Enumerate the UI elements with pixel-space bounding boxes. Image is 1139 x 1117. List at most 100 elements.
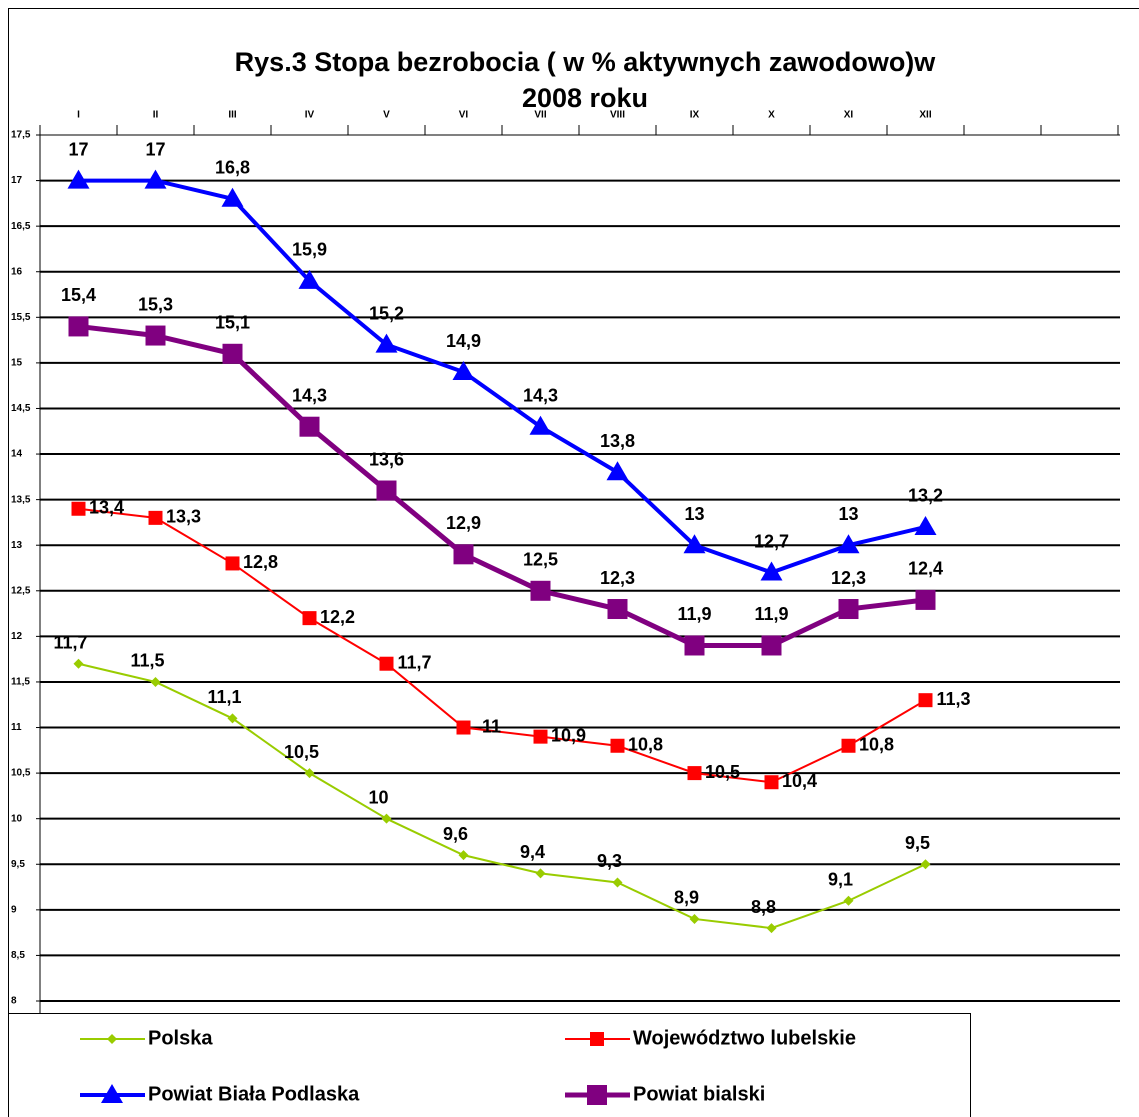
- data-label: 10,4: [782, 771, 817, 791]
- data-label: 9,4: [520, 842, 545, 862]
- x-tick-label: V: [383, 110, 390, 121]
- marker: [375, 333, 398, 353]
- data-label: 10: [368, 787, 388, 807]
- marker: [452, 361, 475, 381]
- x-tick-label: III: [228, 110, 237, 121]
- legend-label: Województwo lubelskie: [633, 1027, 856, 1049]
- data-label: 13: [838, 504, 858, 524]
- marker: [841, 738, 856, 753]
- y-tick-label: 13: [11, 540, 23, 551]
- marker: [458, 850, 469, 861]
- series-line: [78, 662, 926, 930]
- chart-title: 2008 roku: [522, 83, 648, 113]
- data-label: 9,6: [443, 824, 468, 844]
- y-tick-label: 8,5: [11, 950, 25, 961]
- data-label: 12,2: [320, 607, 355, 627]
- legend-label: Powiat bialski: [633, 1083, 765, 1105]
- data-label: 11,9: [754, 604, 788, 624]
- marker: [918, 693, 933, 708]
- y-tick-label: 15,5: [11, 312, 31, 323]
- x-tick-label: VI: [459, 110, 469, 121]
- data-label: 12,3: [831, 568, 866, 588]
- y-tick-label: 17: [11, 175, 23, 186]
- data-label: 10,5: [705, 762, 740, 782]
- marker: [760, 561, 783, 581]
- data-label: 12,9: [446, 513, 481, 533]
- legend-box: [8, 1013, 971, 1117]
- marker: [915, 589, 936, 610]
- marker: [221, 187, 244, 207]
- data-label: 11,9: [677, 604, 711, 624]
- data-label: 13,8: [600, 431, 635, 451]
- marker: [148, 510, 163, 525]
- legend-label: Powiat Biała Podlaska: [148, 1083, 360, 1105]
- data-label: 11,5: [130, 651, 164, 671]
- data-label: 10,8: [628, 735, 663, 755]
- y-tick-label: 11: [11, 722, 22, 733]
- data-label: 14,3: [292, 385, 327, 405]
- marker: [302, 611, 317, 626]
- marker: [145, 325, 166, 346]
- x-tick-label: IX: [690, 110, 700, 121]
- y-tick-label: 14,5: [11, 403, 31, 414]
- marker: [299, 416, 320, 437]
- marker: [304, 768, 315, 779]
- data-label: 11,1: [207, 687, 241, 707]
- marker: [766, 923, 777, 934]
- data-label: 11: [482, 716, 501, 736]
- marker: [73, 658, 84, 669]
- legend-marker: [101, 1084, 123, 1103]
- legend-marker: [107, 1034, 117, 1044]
- marker: [222, 343, 243, 364]
- x-tick-label: VIII: [610, 110, 625, 121]
- data-label: 12,8: [243, 552, 278, 572]
- marker: [379, 656, 394, 671]
- legend-label: Polska: [148, 1027, 213, 1049]
- marker: [381, 813, 392, 824]
- y-tick-label: 9: [11, 904, 17, 915]
- y-tick-label: 12: [11, 631, 23, 642]
- data-label: 11,7: [397, 652, 431, 672]
- data-label: 8,8: [751, 897, 776, 917]
- y-tick-label: 16,5: [11, 221, 31, 232]
- y-tick-label: 17,5: [11, 130, 31, 141]
- data-label: 12,5: [523, 550, 558, 570]
- marker: [607, 599, 628, 620]
- y-tick-label: 14: [11, 449, 23, 460]
- data-label: 17: [68, 139, 88, 159]
- series-line: [78, 507, 927, 784]
- data-label: 13,2: [908, 486, 943, 506]
- legend-marker: [587, 1085, 607, 1105]
- marker: [914, 515, 937, 535]
- data-label: 10,8: [859, 735, 894, 755]
- x-tick-label: XI: [844, 110, 854, 121]
- marker: [764, 775, 779, 790]
- y-tick-label: 16: [11, 266, 23, 277]
- marker: [456, 720, 471, 735]
- marker: [838, 599, 859, 620]
- marker: [68, 316, 89, 337]
- data-label: 13,4: [89, 497, 124, 517]
- marker: [529, 415, 552, 435]
- data-label: 16,8: [215, 158, 250, 178]
- data-label: 17: [145, 139, 165, 159]
- marker: [453, 544, 474, 565]
- marker: [227, 713, 238, 724]
- y-tick-label: 12,5: [11, 585, 31, 596]
- x-tick-label: IV: [305, 110, 315, 121]
- data-label: 13: [684, 504, 704, 524]
- marker: [533, 729, 548, 744]
- data-label: 8,9: [674, 888, 699, 908]
- marker: [761, 635, 782, 656]
- marker: [612, 877, 623, 888]
- marker: [298, 269, 321, 289]
- data-label: 13,3: [166, 507, 201, 527]
- y-tick-label: 10,5: [11, 768, 31, 779]
- marker: [150, 676, 161, 687]
- marker: [684, 635, 705, 656]
- data-label: 14,9: [446, 331, 481, 351]
- y-tick-label: 8: [11, 996, 17, 1007]
- marker: [610, 738, 625, 753]
- chart-border: [8, 8, 1139, 1117]
